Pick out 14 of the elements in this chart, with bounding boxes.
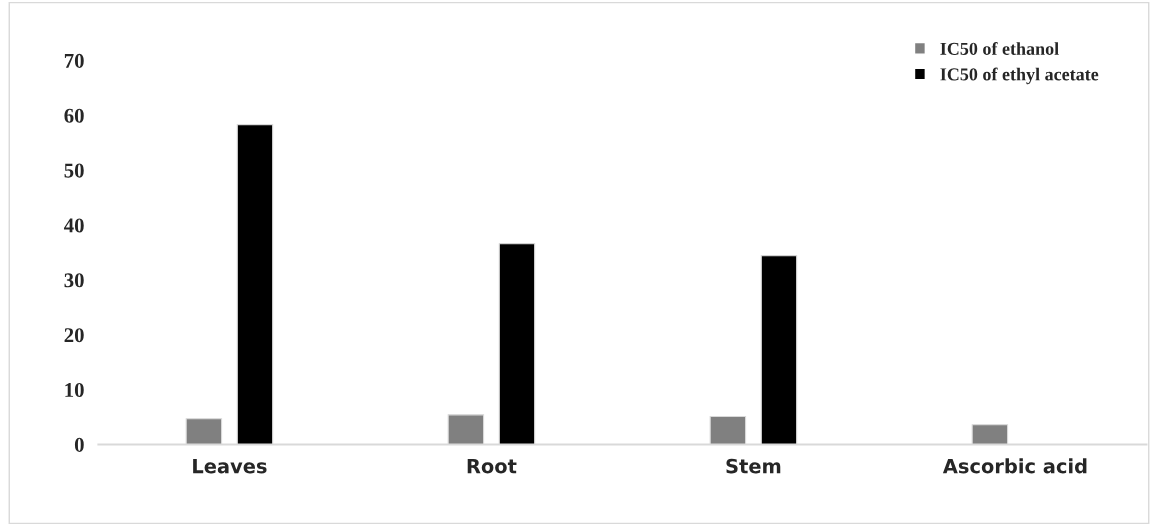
y-tick-label: 30 <box>64 273 84 288</box>
x-tick-label: Root <box>467 458 517 474</box>
x-tick-label: Leaves <box>193 458 267 474</box>
y-tick-label: 0 <box>74 437 84 452</box>
y-tick-label: 70 <box>64 53 84 68</box>
legend-label: IC50 of ethanol <box>940 42 1059 55</box>
y-tick-label: 60 <box>64 108 84 123</box>
y-tick-label: 40 <box>63 218 84 233</box>
legend-label: IC50 of ethyl acetate <box>940 67 1099 85</box>
x-tick-label: Stem <box>726 458 781 474</box>
y-tick-label: 10 <box>65 382 84 398</box>
y-tick-label: 50 <box>64 163 84 178</box>
x-tick-label: Ascorbic acid <box>942 458 1087 474</box>
y-tick-label: 20 <box>64 328 84 343</box>
